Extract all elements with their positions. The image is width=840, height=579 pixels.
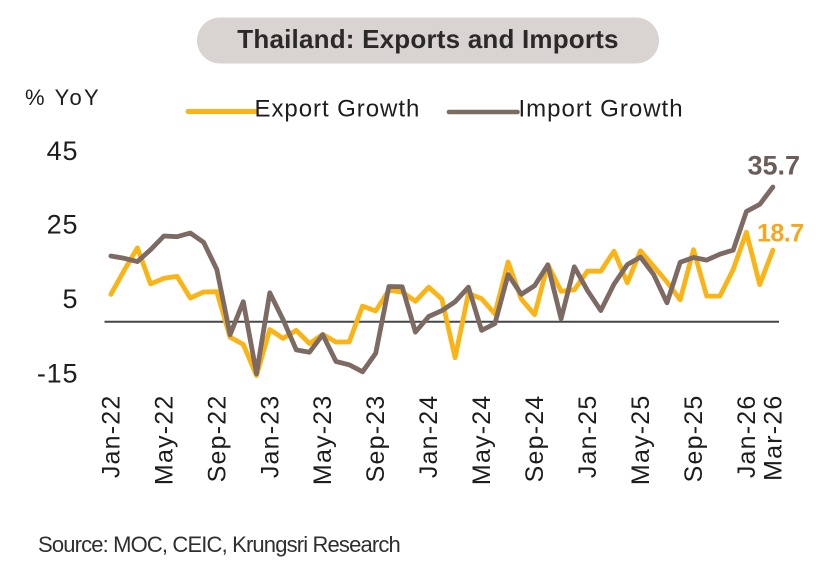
svg-text:Jan-26: Jan-26 [733, 395, 761, 479]
svg-text:May-22: May-22 [150, 395, 178, 486]
svg-text:May-25: May-25 [627, 395, 655, 486]
svg-text:Sep-25: Sep-25 [680, 395, 708, 483]
svg-text:Jan-22: Jan-22 [97, 395, 125, 479]
svg-text:Export Growth: Export Growth [255, 96, 421, 123]
svg-text:May-24: May-24 [468, 394, 496, 485]
svg-text:May-23: May-23 [309, 395, 337, 486]
svg-text:Jan-24: Jan-24 [415, 395, 443, 479]
svg-text:18.7: 18.7 [757, 220, 804, 248]
svg-text:Jan-25: Jan-25 [574, 395, 602, 479]
svg-text:% YoY: % YoY [25, 85, 101, 110]
svg-text:Import Growth: Import Growth [519, 96, 684, 123]
svg-text:35.7: 35.7 [748, 151, 801, 181]
svg-text:Source: MOC, CEIC, Krungsri Re: Source: MOC, CEIC, Krungsri Research [38, 532, 400, 557]
svg-text:25: 25 [47, 210, 79, 240]
svg-text:-15: -15 [37, 359, 78, 389]
svg-text:Mar-26: Mar-26 [759, 395, 787, 481]
svg-text:Sep-24: Sep-24 [521, 395, 549, 483]
svg-text:45: 45 [47, 136, 79, 166]
svg-text:5: 5 [62, 284, 78, 314]
svg-text:Jan-23: Jan-23 [256, 395, 284, 479]
svg-text:Sep-23: Sep-23 [362, 395, 390, 483]
svg-text:Thailand: Exports and Imports: Thailand: Exports and Imports [237, 24, 618, 54]
svg-text:Sep-22: Sep-22 [203, 395, 231, 483]
